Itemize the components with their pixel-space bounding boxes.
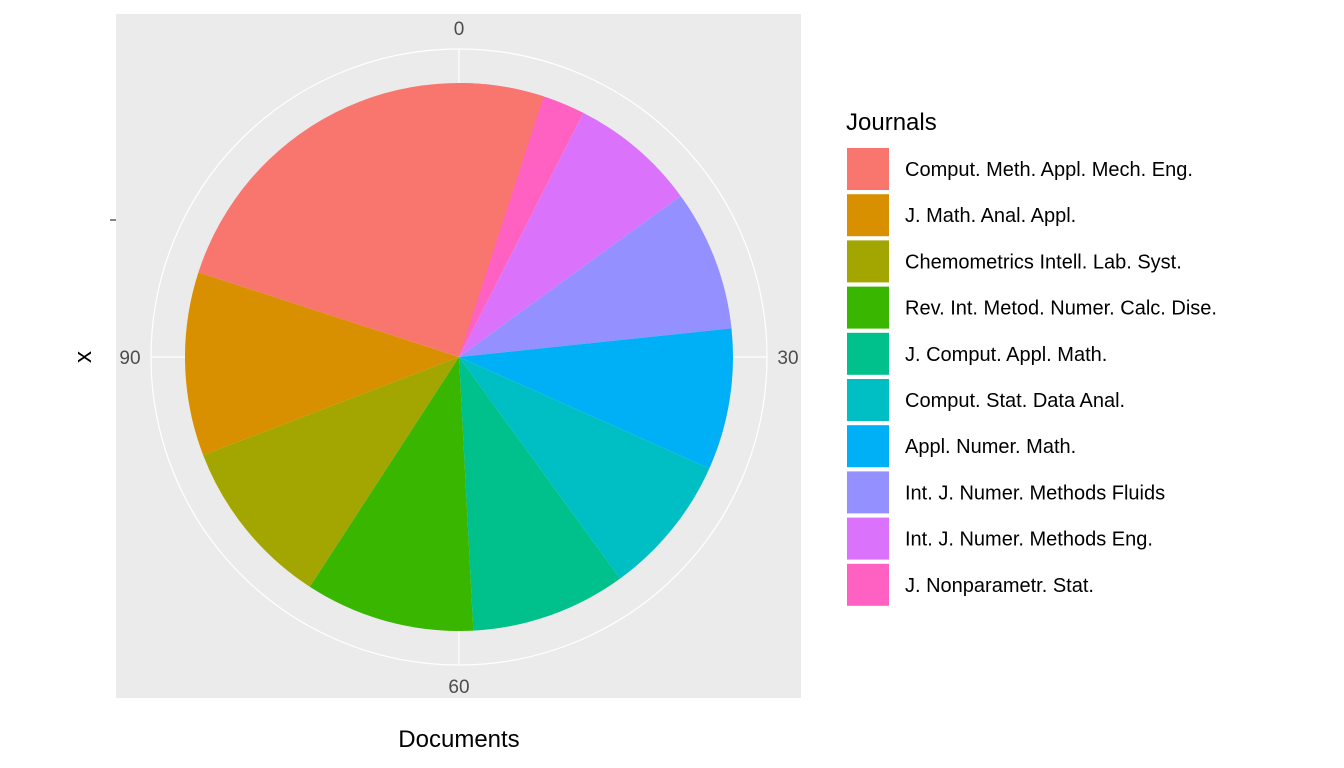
legend-swatch bbox=[847, 563, 889, 606]
pie-slice bbox=[459, 357, 621, 631]
theta-ticks: 0 30 60 90 bbox=[119, 19, 798, 698]
pie-slice bbox=[198, 82, 544, 357]
theta-tick-label: 60 bbox=[448, 677, 469, 698]
y-axis-title: x bbox=[70, 351, 97, 363]
legend-swatch bbox=[847, 471, 889, 514]
legend-swatch bbox=[847, 332, 889, 375]
pie-slice bbox=[459, 195, 732, 357]
pie-slice bbox=[203, 357, 459, 587]
theta-tick-label: 90 bbox=[119, 348, 140, 369]
legend-swatch bbox=[847, 379, 889, 421]
pie-slice bbox=[459, 112, 681, 357]
legend-label: Chemometrics Intell. Lab. Syst. bbox=[905, 251, 1182, 273]
legend-swatch bbox=[847, 240, 889, 283]
legend-title: Journals bbox=[846, 109, 937, 136]
legend-label: Comput. Meth. Appl. Mech. Eng. bbox=[905, 159, 1193, 181]
legend-swatch bbox=[847, 286, 889, 329]
legend-label: J. Nonparametr. Stat. bbox=[905, 575, 1094, 597]
legend-label: Int. J. Numer. Methods Eng. bbox=[905, 529, 1153, 551]
theta-tick-label: 0 bbox=[454, 19, 465, 40]
pie-slice bbox=[459, 357, 710, 579]
theta-tick-label: 30 bbox=[777, 348, 798, 369]
x-axis-title: Documents bbox=[398, 726, 519, 753]
legend-label: Int. J. Numer. Methods Fluids bbox=[905, 482, 1165, 504]
legend-label: J. Math. Anal. Appl. bbox=[905, 205, 1076, 227]
legend-label: Rev. Int. Metod. Numer. Calc. Dise. bbox=[905, 298, 1217, 320]
legend-swatch bbox=[847, 517, 889, 560]
legend-label: Appl. Numer. Math. bbox=[905, 436, 1076, 458]
legend-label: Comput. Stat. Data Anal. bbox=[905, 390, 1125, 412]
legend-label: J. Comput. Appl. Math. bbox=[905, 344, 1107, 366]
pie-slice bbox=[459, 328, 734, 469]
pie-slice bbox=[185, 272, 460, 456]
legend-swatch bbox=[847, 425, 889, 468]
pie-slices bbox=[185, 82, 734, 631]
pie-slice bbox=[309, 357, 474, 631]
legend-swatch bbox=[847, 194, 889, 237]
legend-swatch bbox=[847, 148, 889, 190]
legend: Comput. Meth. Appl. Mech. Eng. J. Math. A… bbox=[847, 148, 1217, 606]
